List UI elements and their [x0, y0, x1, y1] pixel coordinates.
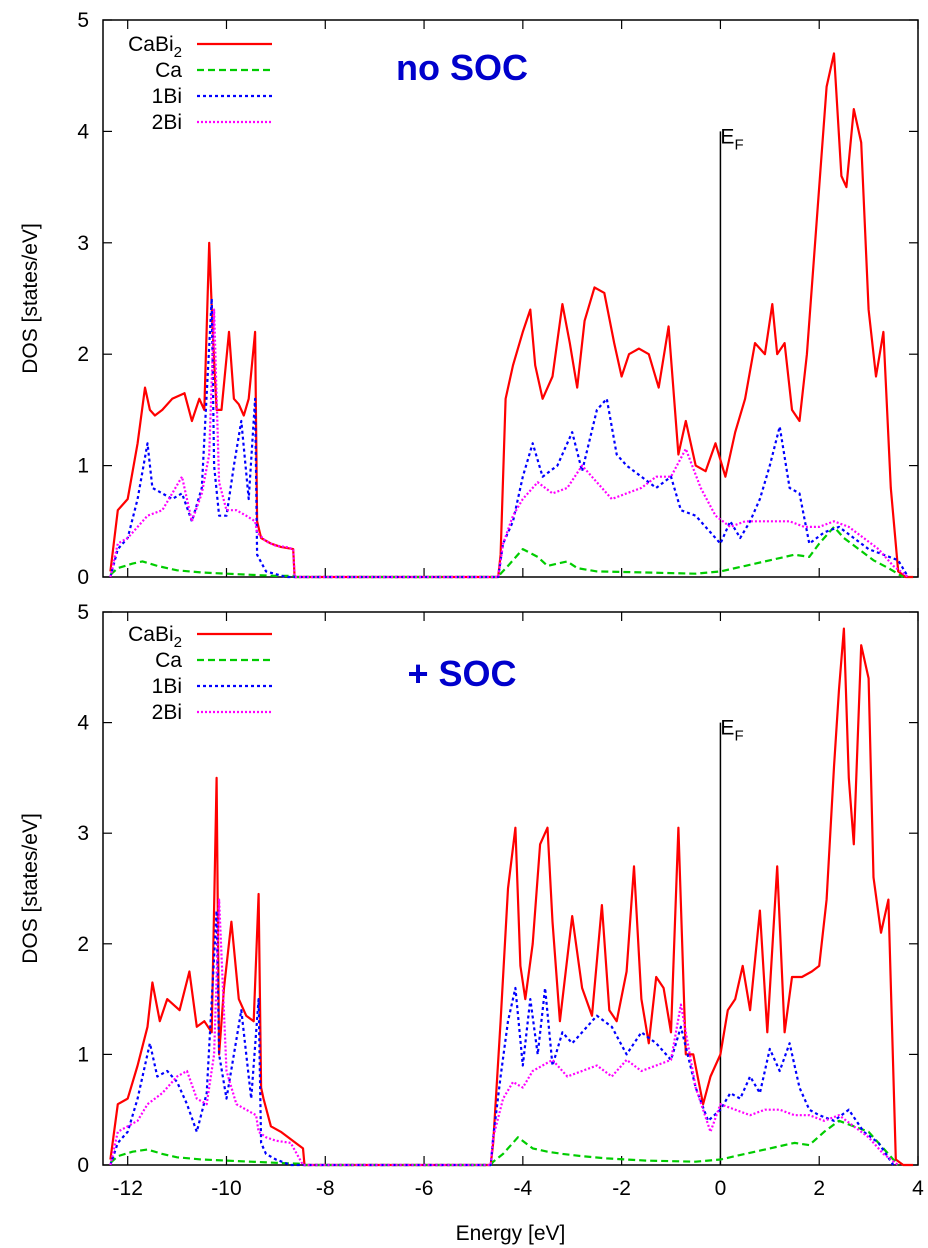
y-axis-label: DOS [states/eV] — [19, 813, 42, 964]
x-tick-label: -10 — [211, 1177, 241, 1200]
y-tick-label: 0 — [77, 1154, 89, 1177]
y-tick-label: 3 — [77, 232, 89, 255]
panel-title: + SOC — [407, 653, 516, 694]
legend-label: CaBi2 — [128, 623, 182, 651]
legend-label: 2Bi — [152, 111, 182, 134]
legend-label: CaBi2 — [128, 33, 182, 61]
y-tick-label: 3 — [77, 822, 89, 845]
legend-label-main: 1Bi — [152, 675, 182, 698]
series-line-2bi — [109, 898, 899, 1167]
panel-title: no SOC — [396, 47, 528, 88]
x-tick-label: -6 — [415, 1177, 434, 1200]
legend-label-main: 2Bi — [152, 701, 182, 724]
fermi-label: EF — [720, 125, 743, 153]
legend-label: 2Bi — [152, 701, 182, 724]
y-tick-label: 4 — [77, 120, 89, 143]
legend-label: Ca — [155, 649, 182, 672]
legend-label-main: CaBi — [128, 623, 174, 646]
legend-label-main: 1Bi — [152, 85, 182, 108]
legend-label: Ca — [155, 59, 182, 82]
plot-frame — [102, 19, 919, 578]
y-tick-label: 4 — [77, 712, 89, 735]
series-lines — [109, 52, 914, 579]
legend-label-main: Ca — [155, 59, 182, 82]
x-tick-labels: -12 -10 -8 -6 -4 -2 0 2 4 — [113, 1177, 925, 1200]
series-line-1bi — [109, 909, 895, 1167]
fermi-label: EF — [720, 717, 743, 745]
series-line-cabi — [109, 627, 914, 1167]
y-tick-labels: 0 1 2 3 4 5 — [77, 601, 89, 1177]
series-line-ca — [109, 1119, 900, 1167]
y-tick-label: 1 — [77, 455, 89, 478]
series-line-2bi — [109, 308, 909, 579]
fermi-label-sub: F — [734, 728, 743, 745]
y-tick-label: 0 — [77, 566, 89, 589]
x-tick-label: 4 — [912, 1177, 924, 1200]
legend-label-main: CaBi — [128, 33, 174, 56]
y-tick-label: 5 — [77, 9, 89, 32]
x-tick-label: 0 — [715, 1177, 727, 1200]
tick-marks — [103, 19, 919, 578]
fermi-label-main: E — [720, 125, 734, 148]
fermi-level-marker: EF — [719, 125, 744, 577]
series-lines — [109, 627, 914, 1167]
fermi-label-main: E — [720, 717, 734, 740]
x-axis-label: Energy [eV] — [456, 1222, 566, 1245]
legend-label: 1Bi — [152, 675, 182, 698]
x-tick-label: 2 — [813, 1177, 825, 1200]
y-tick-label: 2 — [77, 933, 89, 956]
legend-label-sub: 2 — [174, 44, 182, 61]
fermi-level-marker: EF — [719, 717, 744, 1165]
y-axis-label: DOS [states/eV] — [19, 223, 42, 374]
fermi-label-sub: F — [734, 136, 743, 153]
plot-frame — [102, 611, 919, 1166]
legend-label-main: 2Bi — [152, 111, 182, 134]
legend-label: 1Bi — [152, 85, 182, 108]
x-tick-label: -2 — [612, 1177, 631, 1200]
series-line-1bi — [109, 297, 910, 579]
y-tick-label: 2 — [77, 343, 89, 366]
legend-label-sub: 2 — [174, 634, 182, 651]
y-tick-label: 5 — [77, 601, 89, 624]
x-tick-label: -12 — [113, 1177, 143, 1200]
legend-label-main: Ca — [155, 649, 182, 672]
series-line-ca — [109, 525, 904, 579]
x-tick-label: -8 — [316, 1177, 335, 1200]
x-tick-label: -4 — [514, 1177, 533, 1200]
y-tick-labels: 0 1 2 3 4 5 — [77, 9, 89, 589]
y-tick-label: 1 — [77, 1043, 89, 1066]
